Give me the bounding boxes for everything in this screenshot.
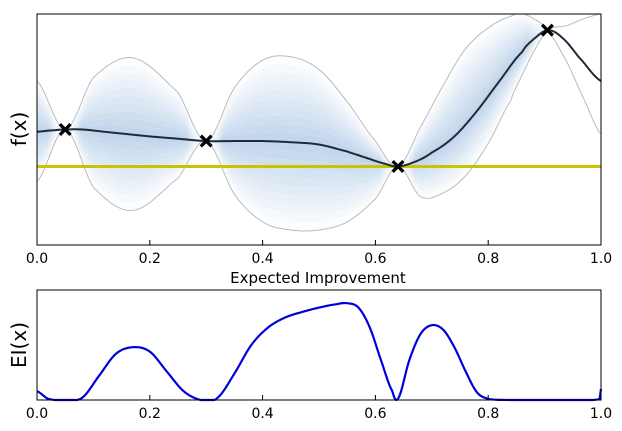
gp-x-tick-label: 0.6 [364,251,386,267]
gp-x-tick-label: 1.0 [590,251,612,267]
ei-y-axis-label: EI(x) [7,322,31,368]
ei-x-tick-label: 0.8 [477,406,499,422]
ei-x-tick-label: 0.0 [26,406,48,422]
ei-x-tick-label: 1.0 [590,406,612,422]
ei-plot-frame [36,289,602,401]
observation-point [199,134,213,148]
ei-x-tick-label: 0.2 [139,406,161,422]
observation-point [540,23,554,37]
gp-chart: 0.0 0.2 0.4 0.6 0.8 1.0 f(x) [7,13,612,267]
ei-x-tick-label: 0.6 [364,406,386,422]
lower-confidence-line [37,14,601,232]
observation-point [58,123,72,136]
ei-x-tick-label: 0.4 [251,406,273,422]
upper-confidence-line [37,14,601,168]
gp-x-tick-label: 0.8 [477,251,499,267]
uncertainty-shading [37,14,601,231]
gp-x-tick-label: 0.2 [139,251,161,267]
mean-line [37,29,601,168]
gp-y-axis-label: f(x) [7,112,31,146]
observation-point [391,159,405,173]
ei-chart: Expected Improvement 0.0 0.2 0.4 0.6 0.8 1.0 … [7,269,612,422]
gp-x-tick-label: 0.4 [251,251,273,267]
gp-x-tick-label: 0.0 [26,251,48,267]
ei-chart-title: Expected Improvement [230,269,406,287]
ei-line [36,301,603,402]
gp-plot-frame [36,13,602,246]
